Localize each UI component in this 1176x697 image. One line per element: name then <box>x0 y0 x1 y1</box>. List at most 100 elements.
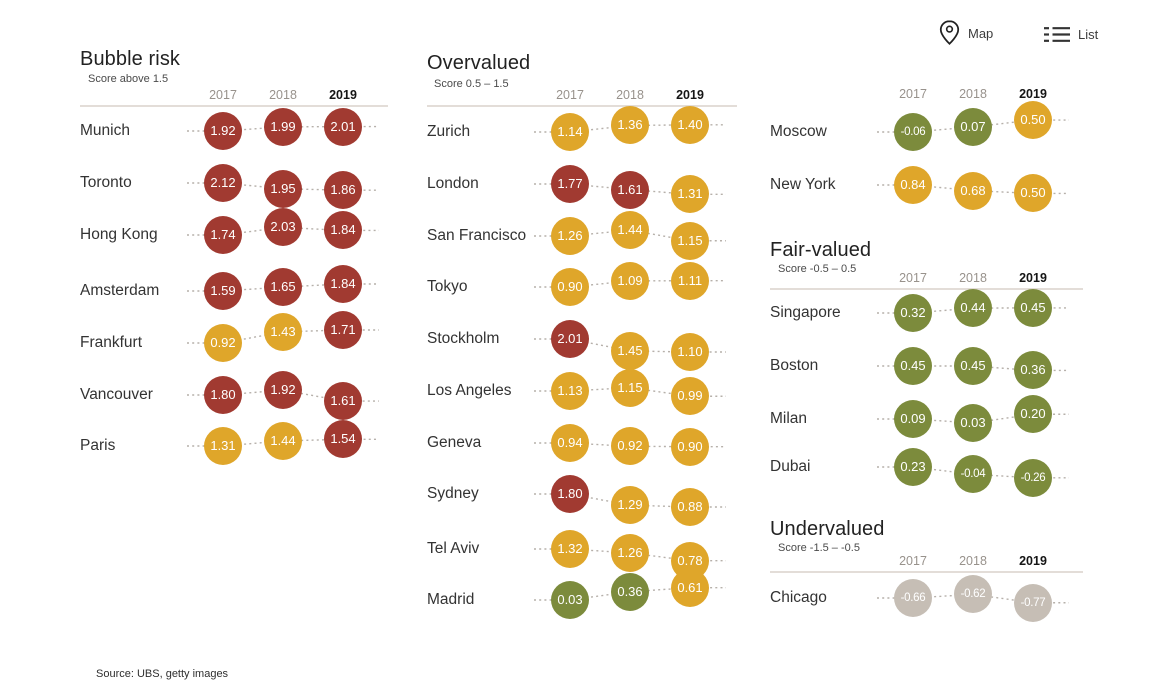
score-bubble: 0.50 <box>1014 174 1052 213</box>
score-bubble: 1.59 <box>204 272 242 310</box>
city-label: Toronto <box>80 174 132 191</box>
score-bubble: 0.84 <box>894 166 932 204</box>
section-subtitle: Score -0.5 – 0.5 <box>778 263 857 275</box>
score-bubble: 0.68 <box>954 171 992 210</box>
header-divider <box>80 105 388 107</box>
city-label: Stockholm <box>427 330 500 347</box>
section-title: Undervalued <box>770 518 885 540</box>
header-divider <box>427 105 737 107</box>
city-label: Vancouver <box>80 386 153 403</box>
city-label: Madrid <box>427 591 475 608</box>
score-bubble: 1.65 <box>264 268 302 307</box>
section-title: Bubble risk <box>80 48 181 70</box>
city-label: Dubai <box>770 458 811 475</box>
score-bubble: 0.90 <box>551 268 589 306</box>
section-subtitle: Score -1.5 – -0.5 <box>778 542 860 554</box>
city-label: Frankfurt <box>80 334 143 351</box>
year-header: 2018 <box>269 88 297 102</box>
year-header: 2019 <box>1019 87 1047 101</box>
map-toggle-button[interactable]: Map <box>939 20 993 47</box>
city-label: Moscow <box>770 123 827 140</box>
city-label: Geneva <box>427 434 482 451</box>
city-label: Amsterdam <box>80 282 160 299</box>
score-bubble: 1.13 <box>551 372 589 410</box>
score-bubble: 1.61 <box>324 382 362 421</box>
map-pin-icon <box>939 20 960 47</box>
score-bubble: -0.26 <box>1014 458 1052 497</box>
city-label: Tokyo <box>427 278 468 295</box>
year-header: 2018 <box>959 554 987 568</box>
year-header: 2018 <box>959 87 987 101</box>
score-bubble: 1.31 <box>671 175 709 214</box>
score-bubble: 1.15 <box>671 221 709 260</box>
city-label: Hong Kong <box>80 226 158 243</box>
score-bubble: 1.77 <box>551 165 589 203</box>
score-bubble: 1.40 <box>671 105 709 144</box>
source-note: Source: UBS, getty images <box>96 668 229 680</box>
year-header: 2017 <box>899 271 927 285</box>
score-bubble: 1.86 <box>324 171 362 210</box>
score-bubble: 1.80 <box>204 376 242 414</box>
city-label: San Francisco <box>427 227 527 244</box>
score-bubble: -0.04 <box>954 455 992 494</box>
city-label: Singapore <box>770 304 841 321</box>
section-title: Fair-valued <box>770 239 872 261</box>
score-bubble: 0.07 <box>954 107 992 146</box>
score-bubble: -0.77 <box>1014 583 1052 622</box>
score-bubble: 0.90 <box>671 427 709 466</box>
score-bubble: 0.36 <box>611 572 649 611</box>
score-bubble: 1.45 <box>611 331 649 370</box>
list-toggle-button[interactable]: List <box>1044 26 1098 43</box>
score-bubble: 0.45 <box>894 347 932 385</box>
city-label: Los Angeles <box>427 382 512 399</box>
score-bubble: 0.20 <box>1014 395 1052 434</box>
score-bubble: 1.44 <box>264 421 302 460</box>
map-toggle-label: Map <box>968 26 994 41</box>
score-bubble: 1.29 <box>611 486 649 525</box>
score-bubble: 2.12 <box>204 164 242 202</box>
score-bubble: 1.31 <box>204 427 242 465</box>
score-bubble: 0.03 <box>551 581 589 619</box>
score-bubble: 0.92 <box>611 427 649 466</box>
city-label: Milan <box>770 410 808 427</box>
score-bubble: 2.01 <box>324 107 362 146</box>
score-bubble: 0.09 <box>894 400 932 438</box>
score-bubble: 1.15 <box>611 368 649 407</box>
score-bubble: 0.45 <box>1014 288 1052 327</box>
score-bubble: 1.36 <box>611 106 649 145</box>
score-bubble: 1.14 <box>551 113 589 151</box>
city-label: Munich <box>80 122 130 139</box>
city-label: Tel Aviv <box>427 540 480 557</box>
year-header: 2017 <box>209 88 237 102</box>
year-header: 2019 <box>329 88 357 102</box>
list-toggle-label: List <box>1078 27 1099 42</box>
score-bubble: 0.94 <box>551 424 589 462</box>
score-bubble: 1.84 <box>324 265 362 303</box>
score-bubble: 1.26 <box>611 533 649 572</box>
year-header: 2019 <box>676 88 704 102</box>
score-bubble: 1.32 <box>551 530 589 568</box>
score-bubble: 2.03 <box>264 208 302 247</box>
score-bubble: 0.99 <box>671 377 709 416</box>
score-bubble: 1.92 <box>204 112 242 150</box>
score-bubble: 1.74 <box>204 216 242 254</box>
score-bubble: 2.01 <box>551 320 589 358</box>
score-bubble: 0.45 <box>954 347 992 385</box>
year-header: 2017 <box>899 87 927 101</box>
header-divider <box>770 288 1083 290</box>
score-bubble: 1.92 <box>264 371 302 410</box>
section-title: Overvalued <box>427 52 531 74</box>
score-bubble: 0.36 <box>1014 351 1052 390</box>
city-label: Zurich <box>427 123 471 140</box>
city-label: New York <box>770 176 836 193</box>
section-subtitle: Score above 1.5 <box>88 73 169 85</box>
score-bubble: 1.43 <box>264 312 302 351</box>
score-bubble: -0.62 <box>954 575 992 614</box>
list-icon <box>1044 26 1070 43</box>
year-header: 2018 <box>959 271 987 285</box>
score-bubble: 1.10 <box>671 333 709 371</box>
score-bubble: 0.32 <box>894 294 932 332</box>
year-header: 2018 <box>616 88 644 102</box>
score-bubble: 1.26 <box>551 217 589 255</box>
score-bubble: 1.95 <box>264 169 302 208</box>
